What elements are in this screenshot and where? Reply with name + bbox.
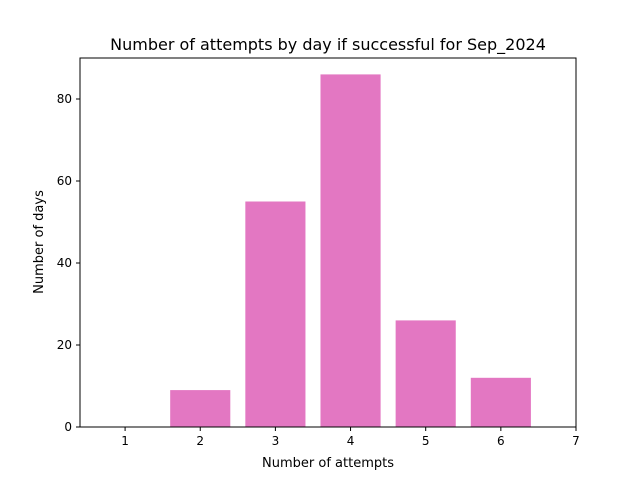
y-tick-label: 80 [57,92,72,106]
chart-title: Number of attempts by day if successful … [110,35,546,55]
y-tick-label: 60 [57,174,72,188]
x-tick-label: 3 [272,434,280,448]
bars-group [170,74,531,428]
y-tick-label: 0 [64,420,72,434]
x-tick-label: 5 [422,434,430,448]
bar-5 [395,320,456,427]
y-axis-ticks: 0 20 40 60 80 [57,92,80,434]
x-tick-label: 7 [572,434,580,448]
x-tick-label: 1 [121,434,129,448]
bar-3 [245,201,306,427]
y-tick-label: 40 [57,256,72,270]
bar-2 [170,390,231,427]
x-tick-label: 2 [196,434,204,448]
plot-frame [79,57,577,428]
y-tick-label: 20 [57,338,72,352]
x-tick-label: 6 [497,434,505,448]
bar-6 [470,377,531,427]
x-axis-label: Number of attempts [262,456,394,471]
y-axis-label: Number of days [32,190,47,294]
bar-4 [320,74,381,428]
x-tick-label: 4 [347,434,355,448]
x-axis-ticks: 1 2 3 4 5 6 7 [121,427,580,448]
